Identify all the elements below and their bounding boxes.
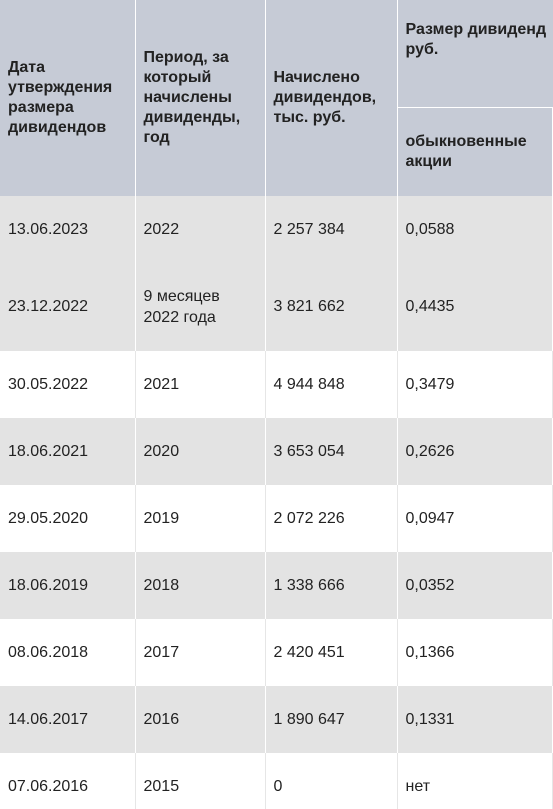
table-body: 13.06.2023 2022 2 257 384 0,0588 23.12.2…	[0, 196, 553, 809]
cell-period: 2021	[135, 351, 266, 418]
cell-date: 13.06.2023	[0, 196, 136, 263]
cell-accrued: 0	[265, 753, 398, 809]
cell-period: 2018	[135, 552, 266, 619]
cell-date: 18.06.2021	[0, 418, 136, 485]
cell-date: 07.06.2016	[0, 753, 136, 809]
table-row: 30.05.2022 2021 4 944 848 0,3479	[0, 351, 553, 418]
cell-period: 2015	[135, 753, 266, 809]
table-row: 14.06.2017 2016 1 890 647 0,1331	[0, 686, 553, 753]
cell-accrued: 2 257 384	[265, 196, 398, 263]
cell-period: 2020	[135, 418, 266, 485]
cell-accrued: 3 821 662	[265, 263, 398, 351]
cell-period: 9 месяцев 2022 года	[135, 263, 266, 351]
table-row: 23.12.2022 9 месяцев 2022 года 3 821 662…	[0, 263, 553, 351]
cell-date: 30.05.2022	[0, 351, 136, 418]
cell-ordinary: 0,0352	[397, 552, 553, 619]
table-row: 08.06.2018 2017 2 420 451 0,1366	[0, 619, 553, 686]
cell-date: 23.12.2022	[0, 263, 136, 351]
cell-ordinary: 0,0588	[397, 196, 553, 263]
cell-ordinary: 0,4435	[397, 263, 553, 351]
header-dividend-size-line2: руб.	[405, 41, 439, 58]
table-row: 18.06.2021 2020 3 653 054 0,2626	[0, 418, 553, 485]
cell-ordinary: 0,0947	[397, 485, 553, 552]
cell-ordinary: 0,3479	[397, 351, 553, 418]
header-accrued: Начислено дивидендов, тыс. руб.	[265, 0, 398, 196]
cell-accrued: 2 072 226	[265, 485, 398, 552]
cell-accrued: 1 890 647	[265, 686, 398, 753]
cell-period: 2019	[135, 485, 266, 552]
cell-ordinary: 0,1331	[397, 686, 553, 753]
cell-accrued: 1 338 666	[265, 552, 398, 619]
cell-date: 08.06.2018	[0, 619, 136, 686]
cell-accrued: 4 944 848	[265, 351, 398, 418]
cell-ordinary: нет	[397, 753, 553, 809]
cell-date: 29.05.2020	[0, 485, 136, 552]
table-row: 13.06.2023 2022 2 257 384 0,0588	[0, 196, 553, 263]
cell-period: 2017	[135, 619, 266, 686]
cell-period: 2022	[135, 196, 266, 263]
cell-date: 18.06.2019	[0, 552, 136, 619]
header-date: Дата утверждения размера дивидендов	[0, 0, 136, 196]
cell-ordinary: 0,1366	[397, 619, 553, 686]
cell-ordinary: 0,2626	[397, 418, 553, 485]
table-header: Дата утверждения размера дивидендов Пери…	[0, 0, 553, 196]
header-period: Период, за который начислены дивиденды, …	[135, 0, 266, 196]
cell-date: 14.06.2017	[0, 686, 136, 753]
cell-accrued: 2 420 451	[265, 619, 398, 686]
table-row: 29.05.2020 2019 2 072 226 0,0947	[0, 485, 553, 552]
table-row: 07.06.2016 2015 0 нет	[0, 753, 553, 809]
header-ordinary-shares: обыкновенные акции	[397, 107, 553, 196]
header-dividend-size-line1: Размер дивиденд	[405, 21, 547, 38]
header-dividend-size: Размер дивиденд руб.	[397, 0, 553, 108]
table-row: 18.06.2019 2018 1 338 666 0,0352	[0, 552, 553, 619]
cell-accrued: 3 653 054	[265, 418, 398, 485]
cell-period: 2016	[135, 686, 266, 753]
